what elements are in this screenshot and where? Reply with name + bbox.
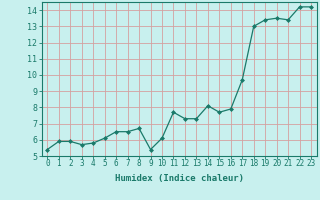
X-axis label: Humidex (Indice chaleur): Humidex (Indice chaleur) [115,174,244,183]
